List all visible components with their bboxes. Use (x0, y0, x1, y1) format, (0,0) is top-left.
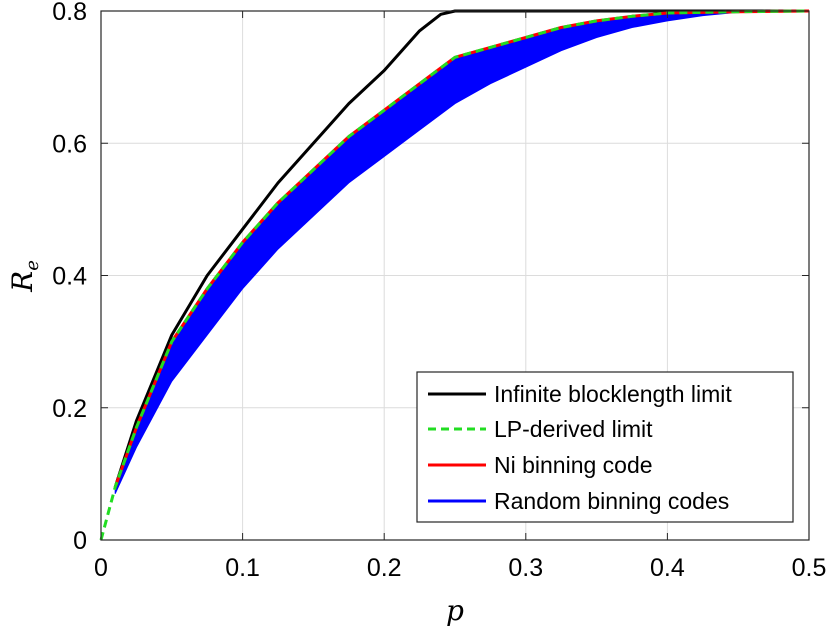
ticks: 0 0.1 0.2 0.3 0.4 0.5 0 0.2 0.4 0.6 0.8 (52, 0, 826, 582)
x-tick-label: 0.4 (650, 554, 685, 582)
y-tick-label: 0.8 (52, 0, 87, 26)
legend-label-infinite: Infinite blocklength limit (494, 381, 732, 407)
legend-label-lp: LP-derived limit (494, 416, 653, 442)
y-tick-label: 0.6 (52, 130, 87, 158)
y-tick-label: 0.4 (52, 263, 87, 291)
x-tick-label: 0.2 (367, 554, 402, 582)
y-axis-label-main: R (6, 271, 39, 293)
x-tick-label: 0.5 (792, 554, 827, 582)
y-tick-label: 0.2 (52, 395, 87, 423)
legend-label-ni: Ni binning code (494, 452, 653, 478)
x-axis-label: p (446, 594, 464, 627)
legend-label-random: Random binning codes (494, 488, 729, 514)
y-tick-label: 0 (73, 527, 87, 555)
y-axis-label-subscript: e (22, 260, 43, 271)
series-line-lp-derived-limit (99, 9, 810, 541)
legend-box (416, 371, 794, 523)
x-tick-label: 0 (94, 554, 108, 582)
y-axis-label: Re (6, 260, 43, 293)
legend: Infinite blocklength limit LP-derived li… (416, 371, 794, 523)
x-tick-label: 0.3 (508, 554, 543, 582)
x-tick-label: 0.1 (225, 554, 260, 582)
